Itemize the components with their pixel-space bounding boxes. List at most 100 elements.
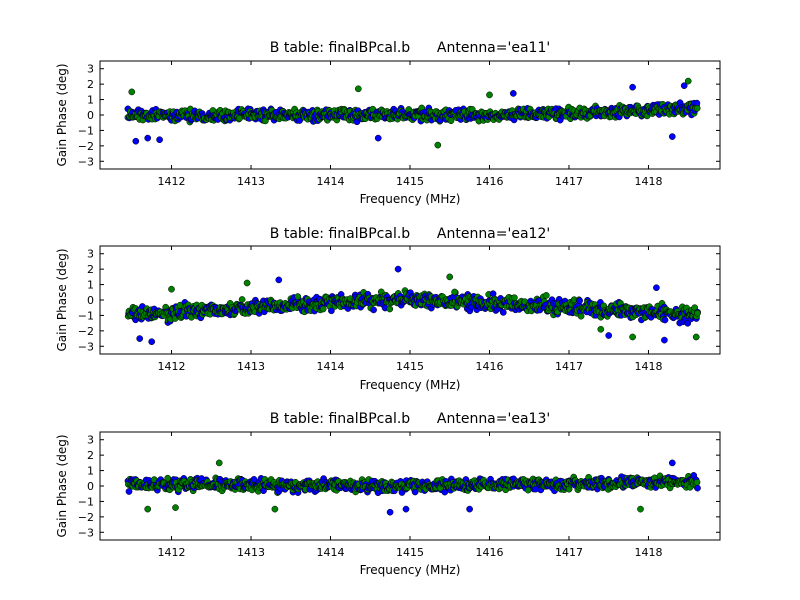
data-point [694, 309, 701, 317]
y-tick-label: 1 [87, 465, 94, 478]
data-point [125, 488, 133, 495]
y-tick-label: −1 [78, 309, 94, 322]
data-point [668, 133, 676, 140]
data-point [542, 292, 550, 299]
x-tick-label: 1414 [317, 360, 345, 373]
data-point [661, 316, 669, 324]
data-point [172, 504, 179, 511]
data-point [386, 305, 394, 313]
data-point [693, 478, 701, 486]
data-point [653, 284, 660, 292]
data-point [354, 85, 362, 93]
data-point [144, 505, 152, 513]
y-tick-label: −3 [78, 526, 94, 539]
y-tick-label: −2 [78, 511, 94, 524]
data-point [576, 297, 583, 305]
y-tick-label: −3 [78, 155, 94, 168]
x-tick-label: 1417 [555, 175, 583, 188]
data-point [402, 505, 410, 513]
y-tick-label: 2 [87, 449, 94, 462]
y-axis-label: Gain Phase (deg) [55, 248, 69, 351]
y-tick-label: −1 [78, 495, 94, 508]
x-tick-label: 1417 [555, 360, 583, 373]
panel-ea12: B table: finalBPcal.b Antenna='ea12' 141… [55, 226, 721, 392]
data-point [661, 336, 668, 344]
data-point [451, 288, 458, 296]
data-point [411, 488, 419, 496]
x-tick-label: 1415 [396, 175, 424, 188]
y-tick-label: −2 [78, 140, 94, 153]
data-point [128, 88, 136, 96]
x-tick-label: 1416 [475, 546, 503, 559]
y-axis-label: Gain Phase (deg) [55, 434, 69, 537]
data-point [215, 459, 223, 467]
x-tick-label: 1415 [396, 360, 424, 373]
x-tick-label: 1412 [158, 175, 186, 188]
x-tick-label: 1414 [317, 175, 345, 188]
axis-ticks: 1412 1413 1414 1415 1416 1417 1418 −3 −2 −1 0 1 2 3 [78, 246, 720, 373]
data-point [156, 136, 163, 144]
data-point [629, 83, 636, 91]
data-point [597, 325, 605, 333]
data-point [168, 285, 175, 293]
data-point [447, 117, 455, 125]
x-tick-label: 1416 [475, 360, 503, 373]
x-tick-label: 1413 [237, 175, 265, 188]
x-axis-label: Frequency (MHz) [360, 378, 461, 392]
data-point [446, 273, 454, 281]
data-point [271, 505, 279, 513]
data-point [136, 335, 144, 342]
y-tick-label: 1 [87, 94, 94, 107]
x-tick-label: 1415 [396, 546, 424, 559]
y-tick-label: 3 [87, 248, 94, 261]
y-tick-label: 2 [87, 78, 94, 91]
data-point [629, 333, 636, 341]
data-point [693, 104, 701, 112]
panel-title: B table: finalBPcal.b Antenna='ea12' [270, 226, 550, 242]
data-point [238, 296, 246, 303]
x-tick-label: 1412 [158, 360, 186, 373]
x-tick-label: 1413 [237, 360, 265, 373]
y-tick-label: 3 [87, 434, 94, 447]
plot-frame [99, 245, 721, 355]
data-point [605, 332, 613, 339]
data-point [386, 508, 394, 516]
panel-ea13: B table: finalBPcal.b Antenna='ea13' 141… [55, 411, 721, 577]
y-tick-label: 3 [87, 63, 94, 76]
data-point [692, 333, 700, 341]
x-tick-label: 1416 [475, 175, 503, 188]
data-point [328, 307, 335, 315]
panel-title: B table: finalBPcal.b Antenna='ea11' [270, 40, 550, 56]
y-tick-label: 2 [87, 263, 94, 276]
x-tick-label: 1413 [237, 546, 265, 559]
data-point [144, 134, 152, 142]
x-tick-label: 1412 [158, 546, 186, 559]
scatter-points [124, 459, 701, 516]
data-point [509, 90, 517, 97]
data-point [148, 338, 156, 346]
panel-title: B table: finalBPcal.b Antenna='ea13' [270, 411, 550, 427]
y-tick-label: 0 [87, 294, 94, 307]
x-tick-label: 1418 [634, 546, 662, 559]
y-tick-label: −2 [78, 325, 94, 338]
axis-ticks: 1412 1413 1414 1415 1416 1417 1418 −3 −2 −1 0 1 2 3 [78, 61, 720, 188]
y-axis-label: Gain Phase (deg) [55, 63, 69, 166]
data-point [394, 265, 402, 273]
scatter-points [124, 77, 701, 149]
data-point [370, 306, 377, 314]
data-point [524, 486, 532, 494]
axis-ticks: 1412 1413 1414 1415 1416 1417 1418 −3 −2 −1 0 1 2 3 [78, 432, 720, 559]
data-point [275, 276, 283, 284]
plot-frame [99, 60, 721, 170]
y-tick-label: 1 [87, 279, 94, 292]
panel-ea11: B table: finalBPcal.b Antenna='ea11' 141… [55, 40, 721, 206]
data-point [374, 134, 382, 142]
data-point [637, 505, 644, 513]
data-point [499, 309, 507, 316]
x-axis-label: Frequency (MHz) [360, 563, 461, 577]
data-point [694, 484, 701, 492]
data-point [486, 91, 493, 99]
y-tick-label: 0 [87, 109, 94, 122]
data-point [319, 305, 327, 313]
